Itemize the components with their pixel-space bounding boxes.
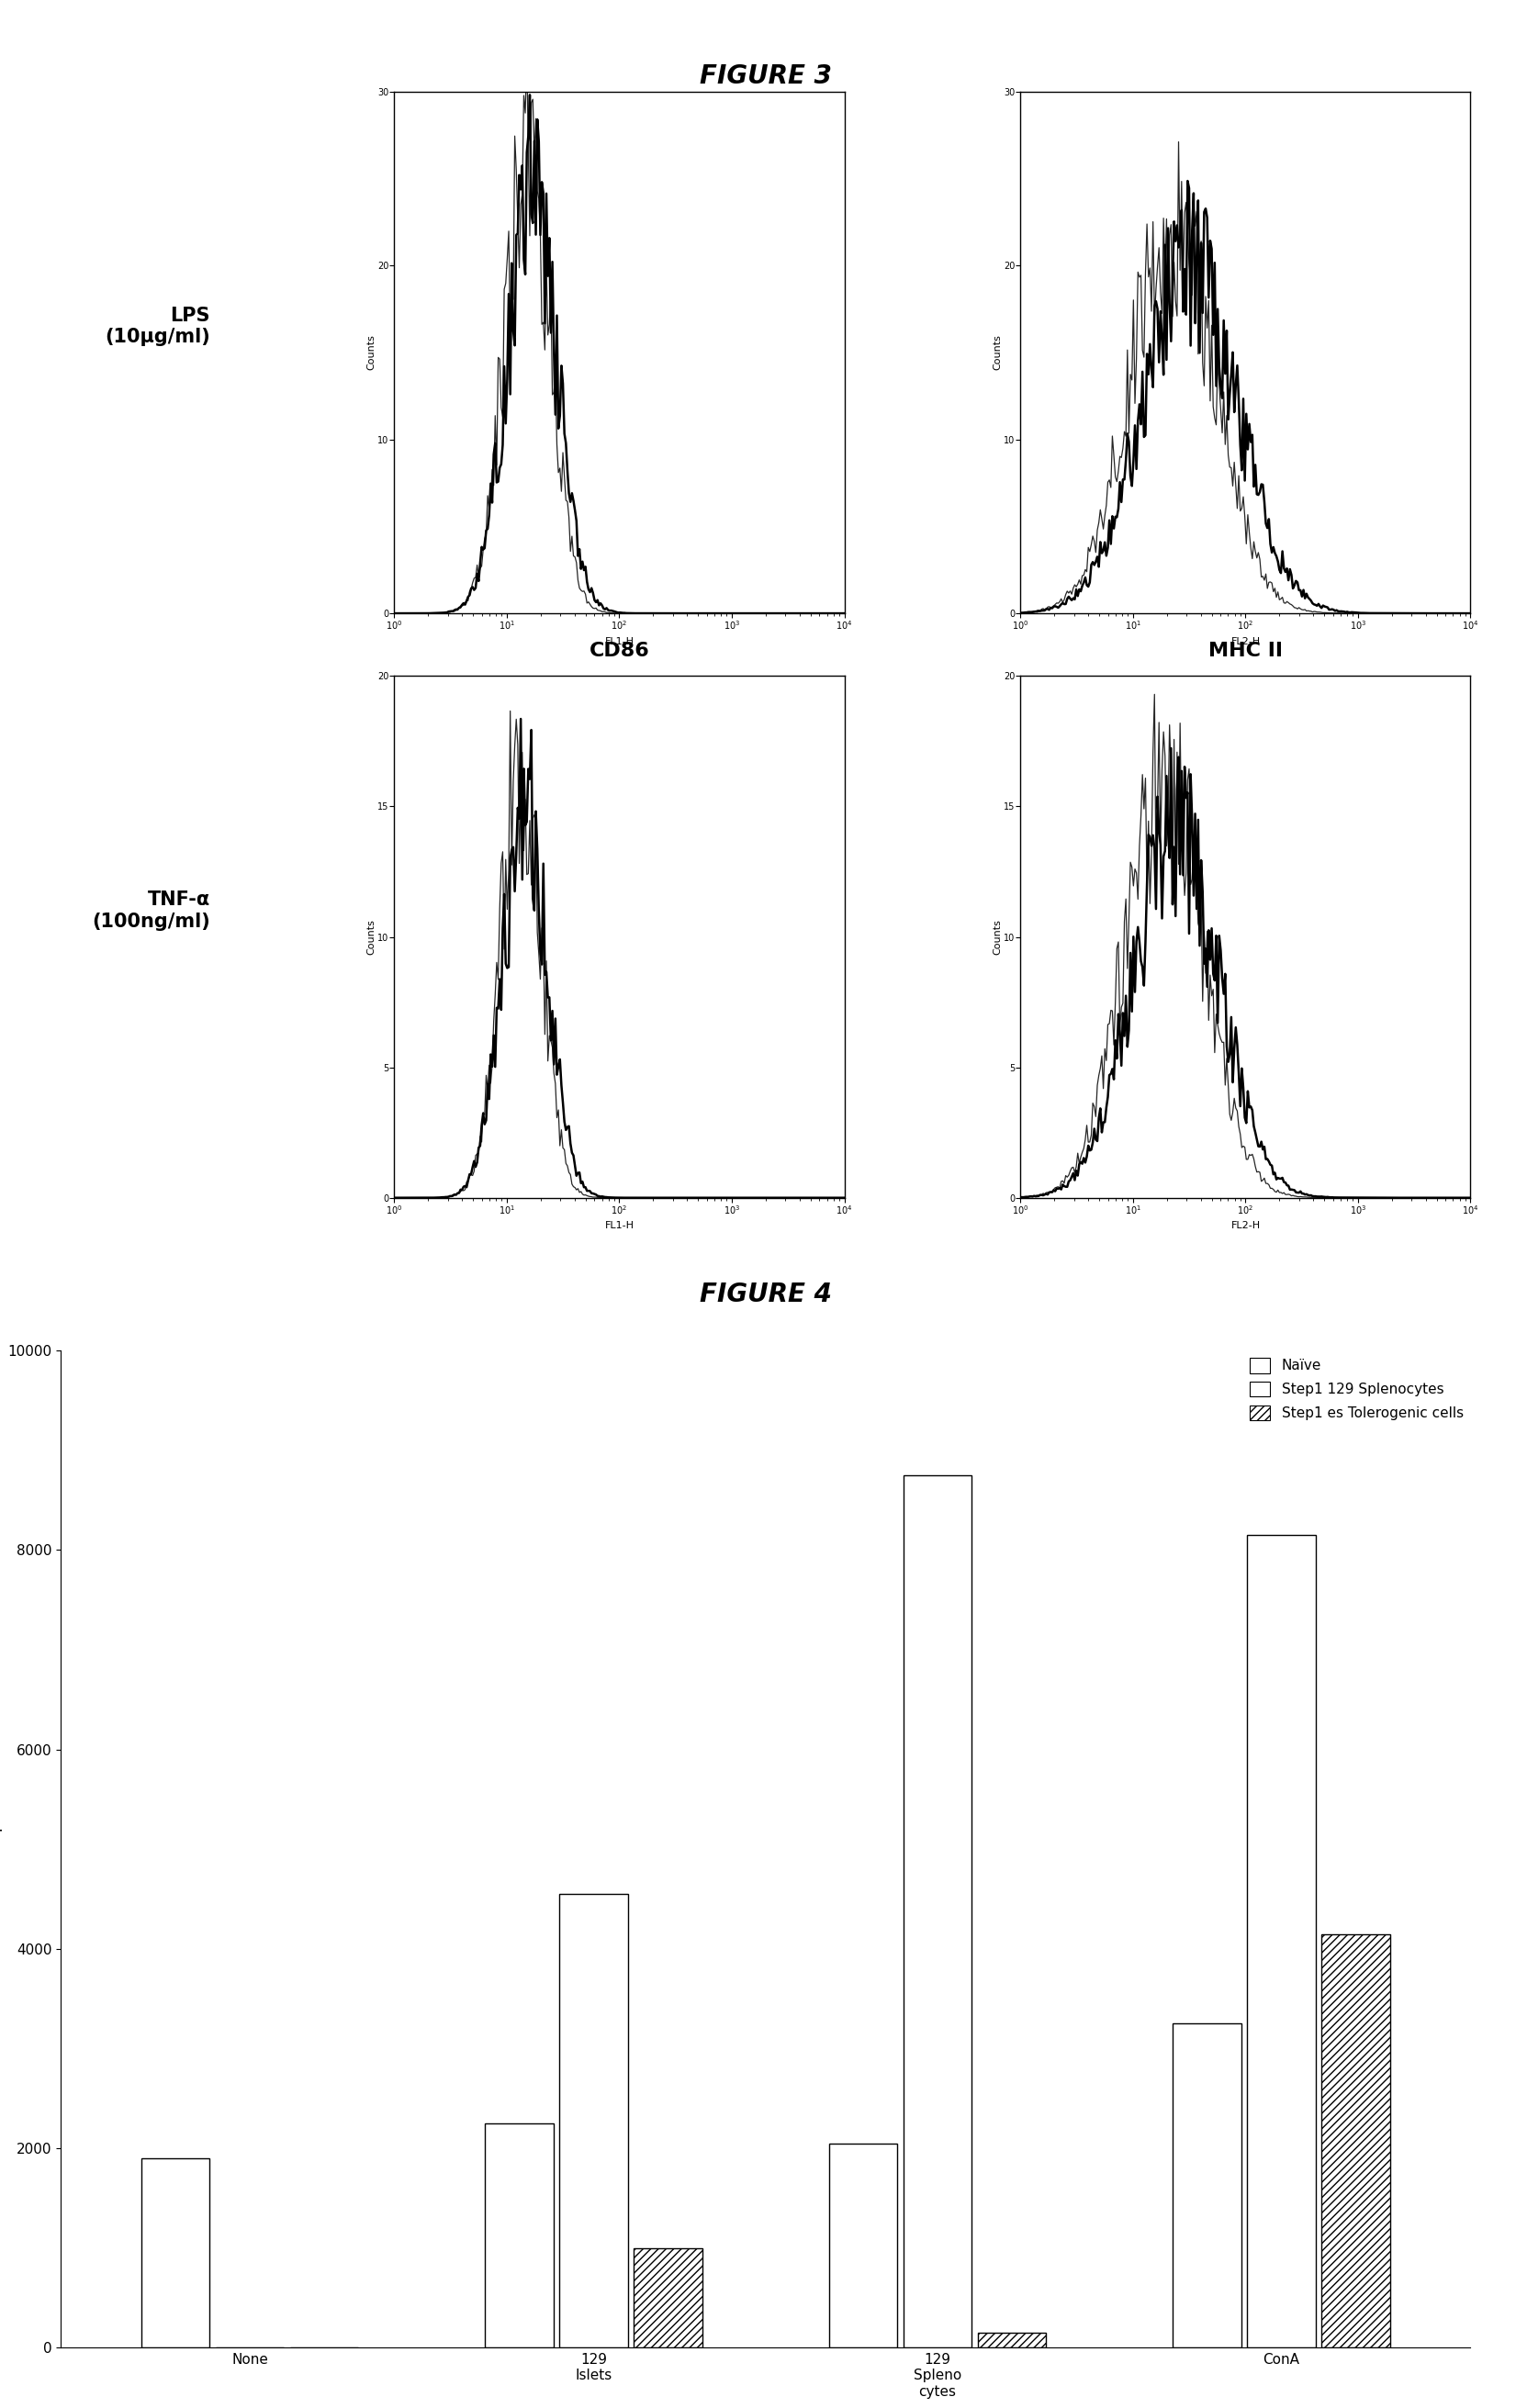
Bar [904, 1476, 972, 2348]
Y-axis label: Counts: Counts [367, 920, 376, 954]
X-axis label: FL2-H: FL2-H [1231, 1221, 1260, 1230]
Bar [141, 2158, 209, 2348]
Y-axis label: Counts: Counts [367, 335, 376, 371]
X-axis label: FL2-H: FL2-H [1231, 636, 1260, 645]
Bar [559, 1895, 628, 2348]
Text: CD86: CD86 [590, 641, 649, 660]
Legend: Naïve, Step1 129 Splenocytes, Step1 es Tolerogenic cells: Naïve, Step1 129 Splenocytes, Step1 es T… [1249, 1358, 1463, 1421]
Bar [1172, 2023, 1242, 2348]
Text: MHC II: MHC II [1208, 641, 1283, 660]
Bar [1322, 1934, 1390, 2348]
Bar [634, 2249, 702, 2348]
Text: FIGURE 3: FIGURE 3 [699, 63, 832, 89]
X-axis label: FL1-H: FL1-H [605, 636, 634, 645]
Text: TNF-α
(100ng/ml): TNF-α (100ng/ml) [92, 891, 211, 929]
Text: FIGURE 4: FIGURE 4 [699, 1281, 832, 1308]
Text: LPS
(10μg/ml): LPS (10μg/ml) [105, 306, 211, 347]
X-axis label: FL1-H: FL1-H [605, 1221, 634, 1230]
Y-axis label: Counts: Counts [993, 335, 1002, 371]
Bar [485, 2124, 553, 2348]
Bar [829, 2143, 897, 2348]
Y-axis label: Counts: Counts [993, 920, 1002, 954]
Y-axis label: mean cpm: mean cpm [0, 1806, 3, 1893]
Bar [1248, 1536, 1316, 2348]
Bar [978, 2333, 1046, 2348]
